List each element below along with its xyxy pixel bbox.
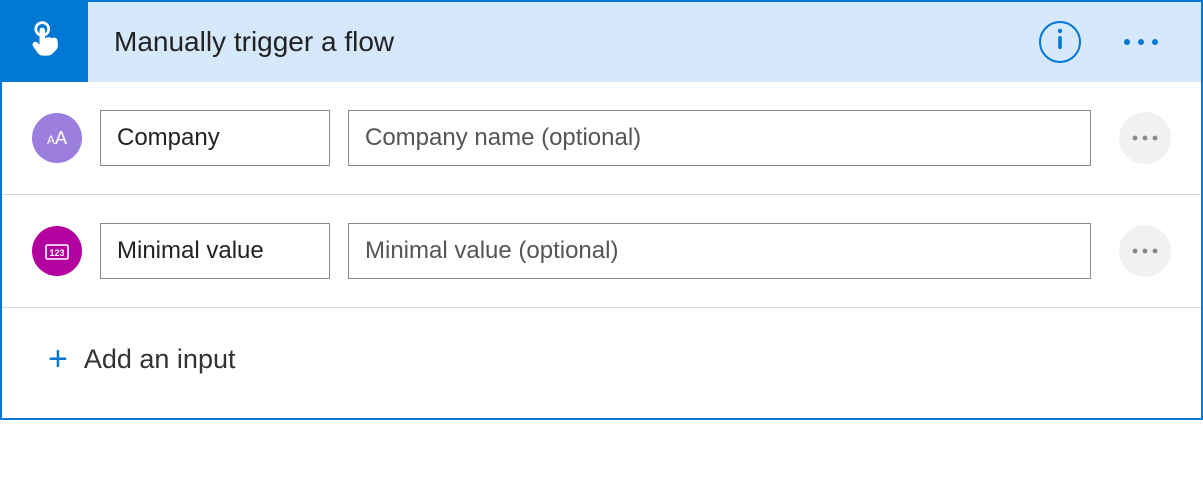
header-actions bbox=[1039, 21, 1201, 63]
add-input-label: Add an input bbox=[84, 344, 236, 375]
number-type-badge: 123 bbox=[32, 226, 82, 276]
input-row: 123 bbox=[2, 195, 1201, 308]
info-icon bbox=[1040, 19, 1080, 65]
input-row-menu-button[interactable] bbox=[1119, 112, 1171, 164]
plus-icon: + bbox=[48, 342, 68, 376]
ellipsis-icon bbox=[1130, 247, 1160, 255]
card-header: Manually trigger a flow bbox=[2, 2, 1201, 82]
card-title: Manually trigger a flow bbox=[88, 26, 1039, 58]
trigger-card: Manually trigger a flow bbox=[0, 0, 1203, 420]
touch-icon bbox=[23, 18, 67, 67]
trigger-icon-box bbox=[2, 2, 88, 82]
number-type-icon: 123 bbox=[41, 235, 73, 267]
svg-text:A: A bbox=[55, 128, 67, 148]
input-row-menu-button[interactable] bbox=[1119, 225, 1171, 277]
add-input-button[interactable]: + Add an input bbox=[2, 308, 1201, 418]
input-value-field[interactable] bbox=[348, 110, 1091, 166]
text-type-badge: A A bbox=[32, 113, 82, 163]
card-menu-button[interactable] bbox=[1115, 32, 1167, 52]
input-name-field[interactable] bbox=[100, 110, 330, 166]
svg-text:A: A bbox=[47, 133, 55, 147]
input-row: A A bbox=[2, 82, 1201, 195]
input-value-field[interactable] bbox=[348, 223, 1091, 279]
card-body: A A bbox=[2, 82, 1201, 418]
svg-text:123: 123 bbox=[49, 248, 64, 258]
ellipsis-icon bbox=[1130, 134, 1160, 142]
info-button[interactable] bbox=[1039, 21, 1081, 63]
input-name-field[interactable] bbox=[100, 223, 330, 279]
ellipsis-icon bbox=[1121, 36, 1161, 48]
text-type-icon: A A bbox=[42, 123, 72, 153]
